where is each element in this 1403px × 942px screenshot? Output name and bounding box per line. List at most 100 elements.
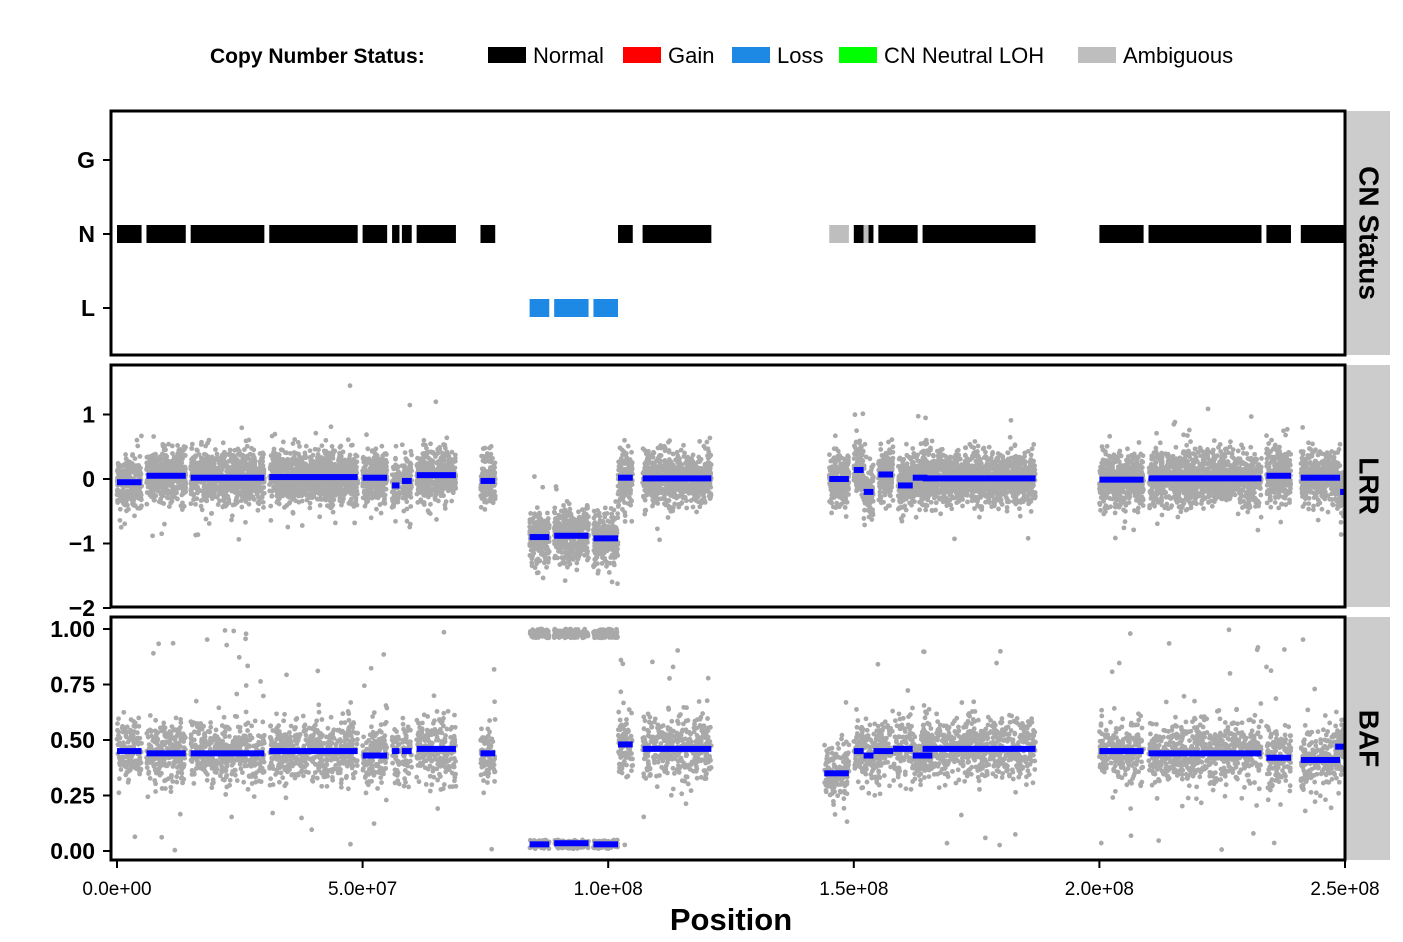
data-point [527, 524, 533, 530]
data-point [255, 487, 260, 493]
data-point [562, 578, 568, 584]
data-point [158, 500, 164, 505]
data-point [425, 481, 431, 487]
data-point [317, 503, 323, 508]
data-point [150, 462, 156, 468]
data-point [232, 447, 238, 453]
data-point [609, 542, 615, 548]
data-point [312, 460, 317, 466]
data-point [414, 479, 420, 485]
data-point [123, 452, 128, 457]
data-point [131, 484, 137, 490]
data-point [315, 480, 320, 486]
data-point [135, 505, 141, 511]
legend-swatch [839, 47, 877, 63]
data-point [139, 433, 144, 439]
data-point [394, 466, 400, 472]
data-point [248, 461, 254, 467]
data-point [290, 458, 296, 463]
data-point [604, 544, 610, 549]
legend-item: CN Neutral LOH [839, 43, 1044, 68]
data-point [124, 465, 130, 471]
data-point [226, 451, 232, 457]
data-point [354, 453, 360, 459]
data-point [601, 547, 607, 553]
data-point [229, 513, 235, 519]
data-point [236, 536, 242, 542]
data-point [196, 467, 202, 473]
data-point [127, 459, 133, 465]
data-point [615, 504, 621, 509]
data-point [115, 487, 121, 493]
data-point [249, 485, 255, 491]
data-point [188, 464, 194, 470]
data-point [577, 521, 582, 527]
data-point [433, 399, 439, 405]
data-point [364, 432, 369, 438]
data-point [285, 524, 291, 530]
data-point [574, 567, 580, 573]
data-point [402, 494, 407, 500]
data-point [429, 487, 434, 492]
data-point [558, 538, 564, 544]
data-point [352, 460, 358, 465]
data-point [317, 514, 323, 520]
data-point [352, 469, 358, 475]
data-point [486, 454, 492, 460]
plot-panels: CN StatusLNGLRR−2−101BAF0.000.250.500.75… [50, 109, 1390, 937]
data-point [583, 539, 588, 545]
data-point [444, 449, 450, 455]
data-point [383, 480, 389, 486]
data-point [329, 483, 334, 489]
data-point [246, 495, 252, 501]
data-point [115, 498, 120, 503]
data-point [314, 496, 320, 502]
data-point [543, 519, 549, 524]
data-point [332, 520, 338, 526]
data-point [606, 570, 612, 575]
data-point [372, 481, 378, 487]
data-point [269, 433, 275, 439]
data-point [622, 519, 628, 524]
data-point [527, 529, 533, 535]
data-point [404, 499, 410, 505]
data-point [134, 437, 140, 443]
data-point [179, 507, 185, 512]
legend-swatch [623, 47, 661, 63]
data-point [591, 521, 597, 527]
data-point [223, 501, 229, 506]
data-point [441, 458, 447, 464]
data-point [129, 453, 135, 458]
data-point [281, 464, 287, 470]
data-point [230, 502, 236, 508]
data-point [244, 491, 250, 497]
data-point [704, 439, 710, 445]
data-point [198, 503, 204, 509]
data-point [616, 467, 622, 473]
data-point [277, 493, 283, 499]
data-point [382, 496, 387, 502]
strip-background [1346, 365, 1390, 607]
data-point [188, 481, 194, 487]
data-point [558, 508, 564, 514]
data-point [480, 453, 486, 459]
data-point [602, 505, 608, 511]
data-point [605, 524, 611, 530]
data-point [183, 489, 189, 495]
data-point [127, 489, 132, 495]
data-point [166, 441, 171, 447]
data-point [540, 542, 546, 548]
data-point [571, 554, 577, 560]
data-point [621, 487, 627, 493]
data-point [160, 441, 166, 447]
cn-status-segment [1099, 225, 1144, 243]
data-point [299, 482, 305, 487]
data-point [629, 498, 635, 504]
data-point [203, 443, 209, 449]
data-point [541, 526, 547, 532]
data-point [144, 465, 150, 471]
data-point [449, 485, 454, 491]
data-point [552, 526, 557, 532]
data-point [173, 488, 179, 493]
data-point [574, 560, 580, 566]
